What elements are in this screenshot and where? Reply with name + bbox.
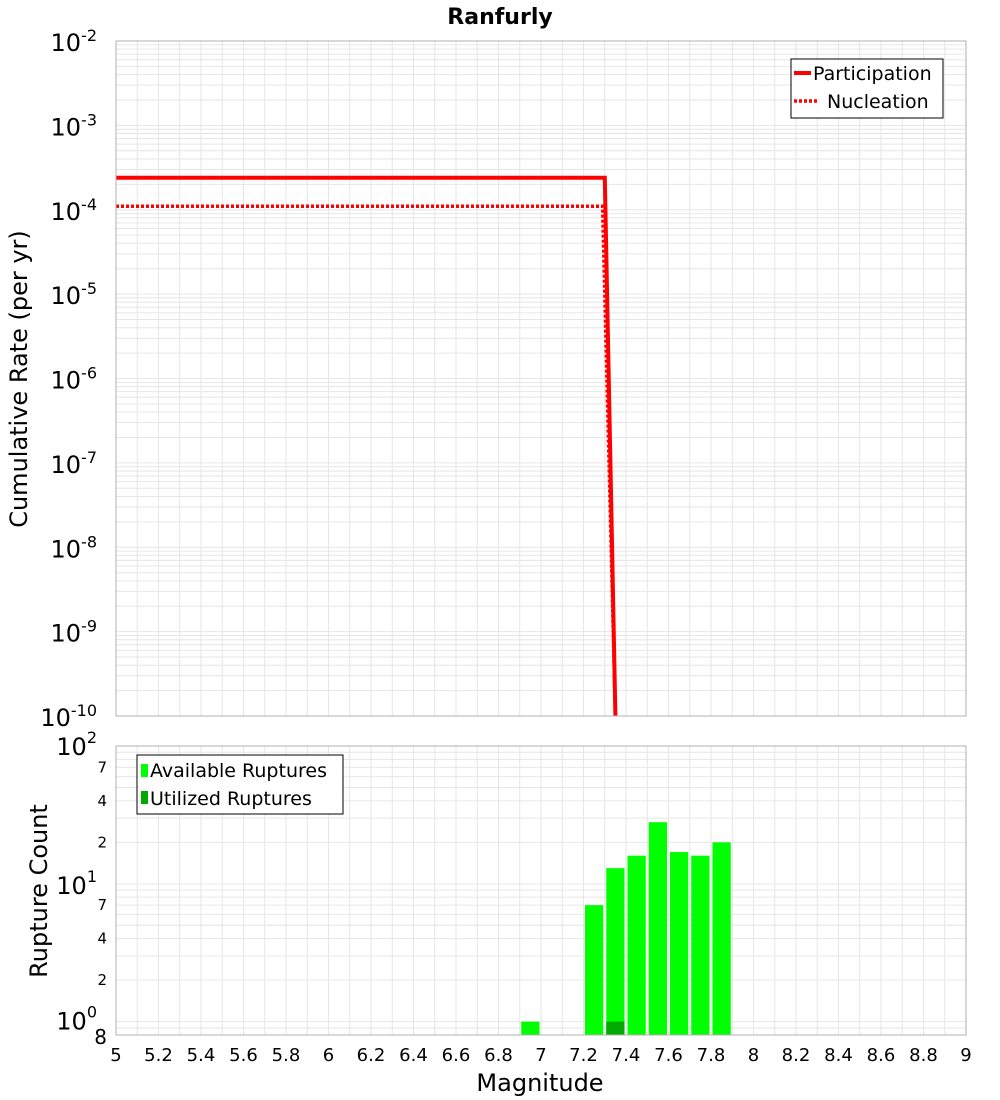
x-tick-label: 8 bbox=[748, 1045, 759, 1066]
available-bar bbox=[606, 868, 625, 1035]
available-legend-swatch bbox=[141, 764, 148, 777]
available-bar bbox=[691, 855, 710, 1035]
rupture-y-minor-label: 8 bbox=[94, 1025, 107, 1049]
x-tick-label: 6 bbox=[323, 1045, 334, 1066]
x-tick-label: 8.8 bbox=[909, 1045, 938, 1066]
available-bar bbox=[712, 842, 731, 1035]
rupture-y-minor-label: 4 bbox=[97, 930, 107, 948]
rate-y-tick-label: 10-6 bbox=[51, 364, 98, 395]
x-tick-label: 5.8 bbox=[272, 1045, 301, 1066]
rupture-plot-frame bbox=[115, 745, 967, 1036]
available-bar bbox=[585, 905, 604, 1035]
rupture-panel: 100 101 102 8 2 4 7 2 4 7 5 5.2 5.4 5.6 5.8 6 6.2 6.4 6.6… bbox=[25, 728, 972, 1097]
available-legend-label: Available Ruptures bbox=[150, 760, 327, 782]
x-tick-label: 5.4 bbox=[187, 1045, 216, 1066]
rate-y-tick-label: 10-4 bbox=[51, 195, 98, 226]
rate-y-ticks: 10-2 10-3 10-4 10-5 10-6 10-7 10-8 10-9 10-10 bbox=[40, 26, 97, 732]
x-tick-label: 6.6 bbox=[442, 1045, 471, 1066]
rate-legend-box bbox=[790, 58, 944, 119]
rate-y-tick-label: 10-8 bbox=[51, 532, 98, 563]
available-bar bbox=[521, 1021, 540, 1035]
rate-panel: 10-2 10-3 10-4 10-5 10-6 10-7 10-8 10-9 10-10 Cu… bbox=[5, 26, 967, 732]
participation-legend-label: Participation bbox=[813, 63, 932, 85]
utilized-legend-label: Utilized Ruptures bbox=[150, 788, 312, 810]
x-tick-label: 7.2 bbox=[569, 1045, 598, 1066]
x-tick-label: 5.2 bbox=[144, 1045, 173, 1066]
x-tick-label: 9 bbox=[960, 1045, 971, 1066]
rate-y-tick-label: 10-10 bbox=[40, 701, 97, 732]
rate-grid bbox=[115, 41, 967, 717]
x-tick-label: 8.6 bbox=[867, 1045, 896, 1066]
x-tick-label: 6.2 bbox=[357, 1045, 386, 1066]
chart-title: Ranfurly bbox=[447, 5, 552, 30]
rupture-bars bbox=[521, 822, 731, 1035]
x-tick-label: 7.6 bbox=[654, 1045, 683, 1066]
x-tick-label: 6.8 bbox=[484, 1045, 513, 1066]
x-tick-label: 8.4 bbox=[824, 1045, 853, 1066]
rupture-y-tick-label: 100 bbox=[56, 1003, 97, 1036]
rate-y-tick-label: 10-5 bbox=[51, 279, 98, 310]
rupture-y-tick-label: 102 bbox=[56, 728, 97, 761]
rate-y-tick-label: 10-9 bbox=[51, 617, 98, 648]
rupture-y-ticks: 100 101 102 8 2 4 7 2 4 7 bbox=[56, 728, 107, 1049]
rupture-y-minor-label: 4 bbox=[97, 792, 107, 810]
rate-y-tick-label: 10-2 bbox=[51, 26, 98, 57]
x-tick-label: 8.2 bbox=[782, 1045, 811, 1066]
utilized-bar bbox=[606, 1021, 625, 1035]
nucleation-line bbox=[116, 204, 618, 717]
nucleation-legend-label: Nucleation bbox=[827, 91, 929, 113]
x-tick-label: 5 bbox=[110, 1045, 121, 1066]
rupture-y-axis-label: Rupture Count bbox=[25, 804, 53, 978]
rate-y-axis-label: Cumulative Rate (per yr) bbox=[5, 230, 33, 528]
rate-y-tick-label: 10-7 bbox=[51, 448, 98, 479]
x-tick-label: 6.4 bbox=[399, 1045, 428, 1066]
available-bar bbox=[648, 822, 667, 1035]
available-bar bbox=[627, 855, 646, 1035]
x-axis-label: Magnitude bbox=[476, 1069, 603, 1097]
x-tick-label: 7 bbox=[535, 1045, 546, 1066]
rupture-legend-box bbox=[136, 754, 344, 815]
x-tick-label: 5.6 bbox=[229, 1045, 258, 1066]
rupture-legend: Available Ruptures Utilized Ruptures bbox=[136, 754, 344, 815]
rupture-grid bbox=[115, 745, 967, 1036]
rate-y-tick-label: 10-3 bbox=[51, 110, 98, 141]
x-tick-label: 7.8 bbox=[697, 1045, 726, 1066]
available-bar bbox=[670, 852, 689, 1035]
rate-plot-frame bbox=[115, 40, 967, 717]
rupture-y-minor-label: 7 bbox=[97, 758, 107, 776]
x-tick-label: 7.4 bbox=[612, 1045, 641, 1066]
rupture-y-minor-label: 7 bbox=[97, 896, 107, 914]
utilized-legend-swatch bbox=[141, 791, 148, 804]
x-ticks: 5 5.2 5.4 5.6 5.8 6 6.2 6.4 6.6 6.8 7 7.2 7.4 7.6 7.8 8… bbox=[110, 1045, 971, 1066]
rupture-y-minor-label: 2 bbox=[97, 833, 107, 851]
rate-legend: Participation Nucleation bbox=[790, 58, 944, 119]
rupture-y-minor-label: 2 bbox=[97, 971, 107, 989]
rupture-y-tick-label: 101 bbox=[56, 867, 97, 900]
rate-series bbox=[116, 175, 618, 717]
